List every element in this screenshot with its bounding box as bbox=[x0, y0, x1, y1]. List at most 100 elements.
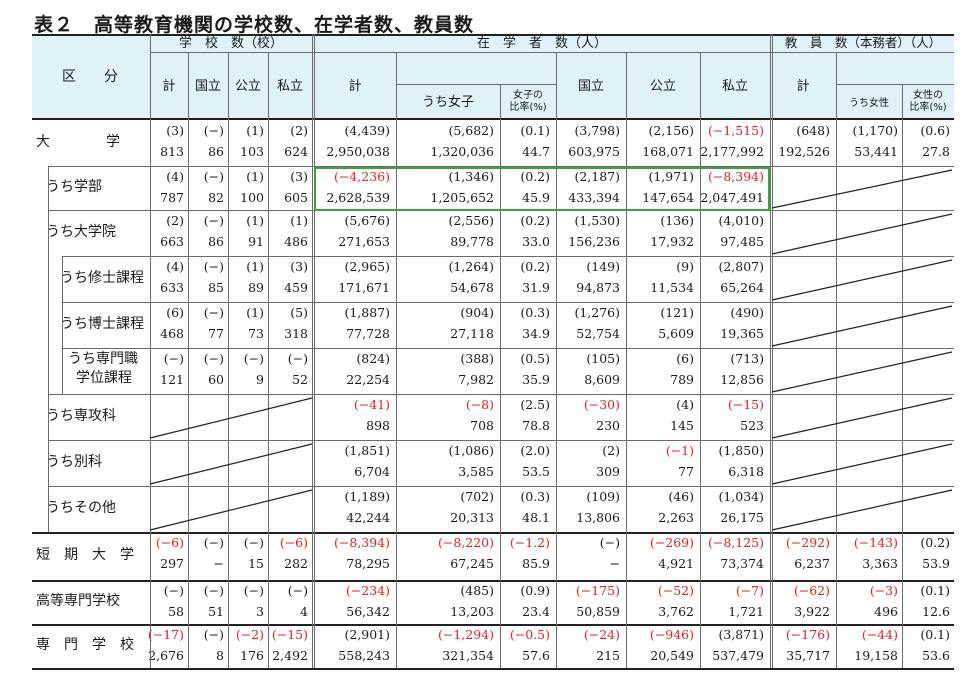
row-label: うち博士課程 bbox=[60, 316, 144, 332]
cell-value: 65,264 bbox=[720, 280, 764, 295]
cell-change: (1,034) bbox=[718, 489, 764, 504]
cell-value: 8,609 bbox=[584, 372, 620, 387]
cell-value: 26,175 bbox=[720, 510, 764, 525]
cell-change: (0.3) bbox=[520, 489, 550, 504]
cell-value: 35.9 bbox=[522, 372, 550, 387]
teacher-na-slash bbox=[771, 443, 953, 485]
cell-value: 3 bbox=[256, 604, 264, 619]
cell-change: (−8,220) bbox=[437, 535, 494, 550]
cell-value: 176 bbox=[240, 648, 264, 663]
cell-value: 813 bbox=[160, 144, 184, 159]
cell-value: 1,205,652 bbox=[430, 190, 494, 205]
cell-value: 3,363 bbox=[862, 556, 898, 571]
cell-value: 121 bbox=[160, 372, 184, 387]
row-rule bbox=[48, 486, 954, 487]
cell-change: (149) bbox=[586, 259, 620, 274]
cell-change: (−) bbox=[287, 583, 308, 598]
cell-value: 6,318 bbox=[728, 464, 764, 479]
cell-value: 898 bbox=[366, 418, 390, 433]
cell-change: (1,086) bbox=[448, 443, 494, 458]
cell-change: (2) bbox=[290, 123, 308, 138]
cell-change: (1) bbox=[290, 213, 308, 228]
cell-value: 42,244 bbox=[346, 510, 390, 525]
row-rule bbox=[62, 302, 954, 303]
cell-change: (824) bbox=[356, 351, 390, 366]
cell-value: 50,859 bbox=[576, 604, 620, 619]
teacher-col-total: 計 bbox=[796, 79, 810, 94]
cell-value: 77,728 bbox=[346, 326, 390, 341]
cell-value: 54,678 bbox=[450, 280, 494, 295]
cell-value: 22,254 bbox=[346, 372, 390, 387]
cell-value: 624 bbox=[284, 144, 308, 159]
cell-value: 603,975 bbox=[568, 144, 620, 159]
student-col-women: うち女子 bbox=[421, 95, 474, 110]
cell-value: 147,654 bbox=[642, 190, 694, 205]
cell-value: 156,236 bbox=[568, 234, 620, 249]
cell-change: (2) bbox=[602, 443, 620, 458]
row-rule bbox=[62, 348, 954, 349]
cell-change: (0.2) bbox=[520, 213, 550, 228]
student-col-private: 私立 bbox=[721, 79, 748, 94]
cell-change: (5,676) bbox=[344, 213, 390, 228]
cell-change: (−) bbox=[243, 583, 264, 598]
cell-change: (6) bbox=[166, 305, 184, 320]
table-overlay bbox=[149, 169, 953, 531]
cell-value: 7,982 bbox=[458, 372, 494, 387]
col-rule bbox=[228, 52, 229, 668]
cell-value: 145 bbox=[670, 418, 694, 433]
cell-change: (−) bbox=[203, 583, 224, 598]
cell-change: (−143) bbox=[853, 535, 898, 550]
cell-value: 2,628,539 bbox=[326, 190, 390, 205]
cell-value: 85 bbox=[208, 280, 224, 295]
cell-change: (−15) bbox=[727, 397, 764, 412]
cell-change: (105) bbox=[586, 351, 620, 366]
cell-change: (5,682) bbox=[448, 123, 494, 138]
cell-change: (−8,394) bbox=[707, 169, 764, 184]
cell-value: 45.9 bbox=[522, 190, 550, 205]
rule-teacher-women-split bbox=[836, 84, 954, 85]
cell-value: 100 bbox=[240, 190, 264, 205]
cell-value: 89 bbox=[248, 280, 264, 295]
cell-value: 1,721 bbox=[728, 604, 764, 619]
cell-change: (−15) bbox=[271, 627, 308, 642]
col-rule bbox=[500, 84, 501, 668]
cell-change: (1) bbox=[246, 259, 264, 274]
cell-value: 86 bbox=[208, 144, 224, 159]
cell-change: (1,346) bbox=[448, 169, 494, 184]
cell-change: (−292) bbox=[785, 535, 830, 550]
cell-value: 97,485 bbox=[720, 234, 764, 249]
cell-value: 52 bbox=[292, 372, 308, 387]
cell-change: (1,851) bbox=[344, 443, 390, 458]
col-rule bbox=[150, 34, 151, 668]
teacher-na-slash bbox=[771, 169, 953, 209]
row-rule bbox=[32, 532, 954, 534]
schools-group-header: 学 校 数（校） bbox=[178, 36, 283, 51]
col-rule bbox=[836, 52, 837, 668]
cell-change: (−41) bbox=[353, 397, 390, 412]
cell-change: (−) bbox=[203, 305, 224, 320]
cell-change: (1) bbox=[246, 123, 264, 138]
cell-change: (4,439) bbox=[344, 123, 390, 138]
cell-change: (−8,394) bbox=[333, 535, 390, 550]
cell-change: (109) bbox=[586, 489, 620, 504]
row-label: 学位課程 bbox=[76, 370, 132, 386]
cell-change: (2,187) bbox=[574, 169, 620, 184]
cell-value: 86 bbox=[208, 234, 224, 249]
cell-value: 171,671 bbox=[338, 280, 390, 295]
cell-change: (−) bbox=[163, 583, 184, 598]
cell-change: (0.1) bbox=[520, 123, 550, 138]
cell-value: 77 bbox=[678, 464, 694, 479]
cell-value: 53,441 bbox=[854, 144, 898, 159]
row-label: 大 学 bbox=[36, 134, 120, 150]
cell-value: 433,394 bbox=[568, 190, 620, 205]
row-rule bbox=[48, 440, 954, 441]
highlight-box bbox=[314, 167, 770, 211]
cell-change: (−1) bbox=[665, 443, 694, 458]
school-col-national: 国立 bbox=[194, 79, 221, 94]
cell-value: 12.6 bbox=[922, 604, 950, 619]
cell-value: 56,342 bbox=[346, 604, 390, 619]
cell-change: (1,264) bbox=[448, 259, 494, 274]
cell-change: (3) bbox=[290, 259, 308, 274]
row-rule bbox=[62, 256, 954, 257]
cell-value: 282 bbox=[284, 556, 308, 571]
